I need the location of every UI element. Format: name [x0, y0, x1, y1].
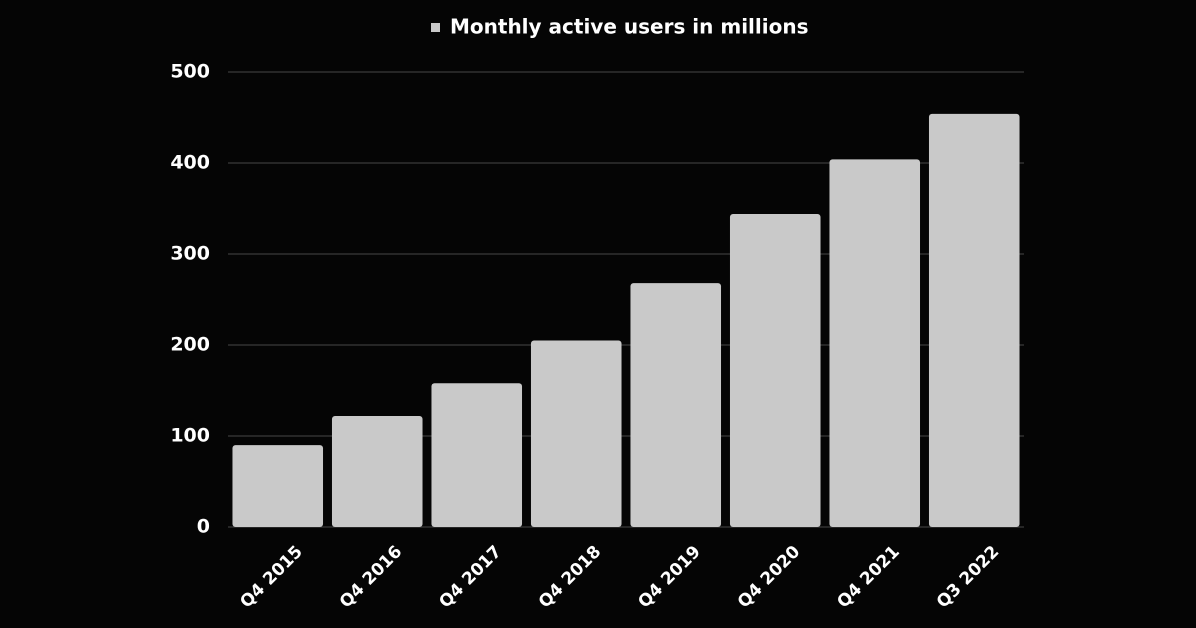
- x-tick-label: Q4 2021: [833, 542, 903, 612]
- legend-marker: [431, 23, 440, 32]
- bar: [331, 415, 423, 527]
- y-tick-label: 200: [170, 334, 210, 356]
- x-tick-label: Q4 2015: [236, 542, 306, 612]
- bar: [530, 340, 622, 527]
- bar: [431, 383, 523, 527]
- bar: [729, 213, 821, 527]
- legend-label: Monthly active users in millions: [450, 15, 809, 39]
- y-tick-label: 500: [170, 61, 210, 83]
- y-tick-label: 100: [170, 425, 210, 447]
- bar: [928, 113, 1020, 528]
- bar: [630, 283, 722, 527]
- x-tick-label: Q4 2018: [535, 542, 605, 612]
- x-tick-label: Q4 2016: [336, 542, 406, 612]
- y-tick-label: 400: [170, 152, 210, 174]
- y-tick-label: 300: [170, 243, 210, 265]
- x-tick-label: Q4 2017: [435, 542, 505, 612]
- x-tick-label: Q4 2020: [734, 542, 804, 612]
- x-tick-label: Q3 2022: [933, 542, 1003, 612]
- bar: [232, 445, 324, 527]
- bar: [829, 159, 921, 528]
- x-tick-label: Q4 2019: [634, 542, 704, 612]
- y-tick-label: 0: [197, 516, 210, 538]
